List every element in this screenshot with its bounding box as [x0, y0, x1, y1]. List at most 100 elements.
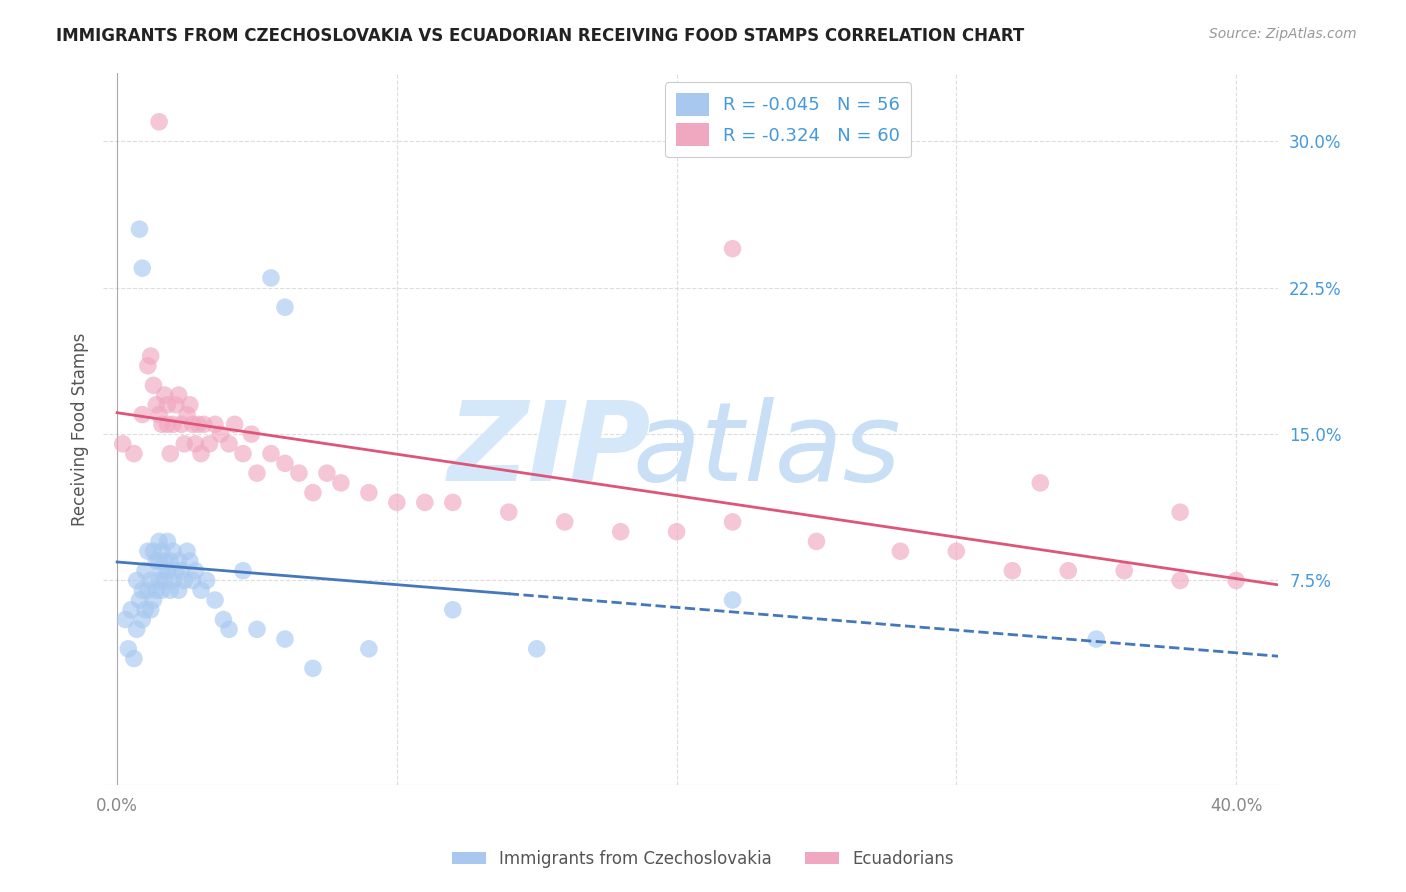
Point [190, 583, 212, 598]
Point [162, 417, 184, 432]
Point [246, 622, 269, 636]
Point [302, 661, 325, 675]
Point [148, 574, 170, 588]
Point [187, 417, 209, 432]
Point [176, 544, 198, 558]
Point [288, 466, 311, 480]
Point [526, 641, 548, 656]
Point [150, 544, 173, 558]
Point [122, 651, 145, 665]
Point [721, 593, 744, 607]
Text: ZIP: ZIP [449, 397, 651, 504]
Point [176, 408, 198, 422]
Point [232, 564, 254, 578]
Point [111, 437, 134, 451]
Point [131, 613, 153, 627]
Point [125, 574, 148, 588]
Point [139, 349, 162, 363]
Point [139, 574, 162, 588]
Point [181, 574, 204, 588]
Point [136, 544, 159, 558]
Point [145, 554, 167, 568]
Point [609, 524, 631, 539]
Point [114, 613, 136, 627]
Point [1168, 505, 1191, 519]
Point [260, 447, 283, 461]
Point [1001, 564, 1024, 578]
Point [159, 583, 181, 598]
Text: Source: ZipAtlas.com: Source: ZipAtlas.com [1209, 27, 1357, 41]
Point [145, 583, 167, 598]
Point [721, 242, 744, 256]
Point [134, 603, 156, 617]
Text: IMMIGRANTS FROM CZECHOSLOVAKIA VS ECUADORIAN RECEIVING FOOD STAMPS CORRELATION C: IMMIGRANTS FROM CZECHOSLOVAKIA VS ECUADO… [56, 27, 1025, 45]
Point [173, 437, 195, 451]
Point [173, 574, 195, 588]
Point [131, 408, 153, 422]
Point [274, 632, 297, 646]
Point [156, 417, 179, 432]
Point [139, 603, 162, 617]
Point [131, 261, 153, 276]
Point [302, 485, 325, 500]
Point [156, 564, 179, 578]
Point [150, 417, 173, 432]
Point [441, 603, 464, 617]
Point [218, 437, 240, 451]
Point [1114, 564, 1136, 578]
Point [150, 564, 173, 578]
Point [120, 603, 142, 617]
Point [554, 515, 576, 529]
Point [357, 641, 380, 656]
Point [209, 427, 232, 442]
Point [162, 544, 184, 558]
Point [165, 564, 187, 578]
Point [665, 524, 688, 539]
Point [232, 447, 254, 461]
Point [498, 505, 520, 519]
Point [142, 378, 165, 392]
Y-axis label: Receiving Food Stamps: Receiving Food Stamps [72, 333, 89, 526]
Point [148, 115, 170, 129]
Point [190, 447, 212, 461]
Point [165, 398, 187, 412]
Point [195, 574, 218, 588]
Point [167, 388, 190, 402]
Point [316, 466, 339, 480]
Point [274, 300, 297, 314]
Point [1029, 475, 1052, 490]
Point [179, 554, 201, 568]
Point [721, 515, 744, 529]
Point [159, 554, 181, 568]
Point [122, 447, 145, 461]
Point [218, 622, 240, 636]
Point [153, 388, 176, 402]
Point [945, 544, 967, 558]
Point [167, 583, 190, 598]
Point [156, 534, 179, 549]
Point [193, 417, 215, 432]
Point [1168, 574, 1191, 588]
Text: atlas: atlas [633, 397, 901, 504]
Point [150, 583, 173, 598]
Point [179, 398, 201, 412]
Legend: R = -0.045   N = 56, R = -0.324   N = 60: R = -0.045 N = 56, R = -0.324 N = 60 [665, 82, 911, 157]
Point [184, 437, 207, 451]
Point [136, 359, 159, 373]
Point [357, 485, 380, 500]
Legend: Immigrants from Czechoslovakia, Ecuadorians: Immigrants from Czechoslovakia, Ecuadori… [446, 844, 960, 875]
Point [184, 564, 207, 578]
Point [224, 417, 246, 432]
Point [441, 495, 464, 509]
Point [142, 593, 165, 607]
Point [128, 222, 150, 236]
Point [198, 437, 221, 451]
Point [153, 574, 176, 588]
Point [260, 271, 283, 285]
Point [181, 417, 204, 432]
Point [889, 544, 911, 558]
Point [204, 593, 226, 607]
Point [136, 583, 159, 598]
Point [329, 475, 352, 490]
Point [1225, 574, 1247, 588]
